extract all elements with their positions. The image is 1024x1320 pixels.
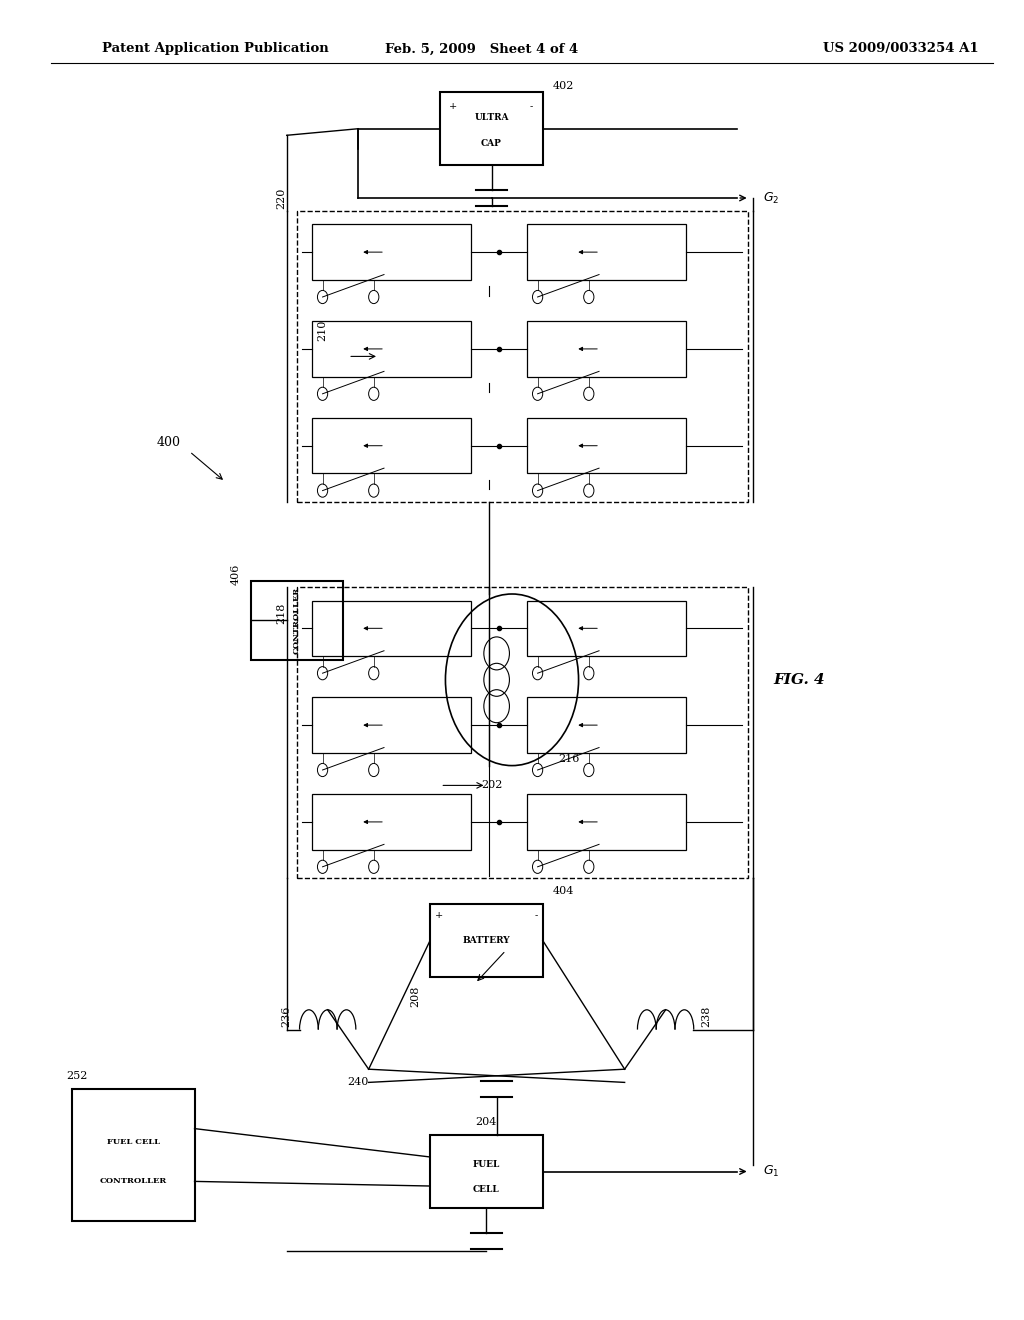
Text: 252: 252 xyxy=(67,1071,88,1081)
Text: 204: 204 xyxy=(476,1117,497,1127)
Text: 208: 208 xyxy=(410,986,420,1007)
Text: CONTROLLER: CONTROLLER xyxy=(99,1177,167,1185)
Text: FIG. 4: FIG. 4 xyxy=(773,673,824,686)
Text: ULTRA: ULTRA xyxy=(474,114,509,123)
Text: CONTROLLER: CONTROLLER xyxy=(293,587,301,653)
Text: CAP: CAP xyxy=(481,139,502,148)
Text: 402: 402 xyxy=(553,81,574,91)
Text: $G_1$: $G_1$ xyxy=(763,1164,779,1179)
Text: US 2009/0033254 A1: US 2009/0033254 A1 xyxy=(823,42,979,55)
Text: 202: 202 xyxy=(481,780,502,791)
Text: +: + xyxy=(435,911,443,920)
Text: 216: 216 xyxy=(558,754,580,764)
Text: FUEL CELL: FUEL CELL xyxy=(106,1138,160,1146)
Text: -: - xyxy=(535,911,538,920)
Text: 404: 404 xyxy=(553,886,574,896)
Text: 220: 220 xyxy=(276,187,287,209)
Text: CELL: CELL xyxy=(473,1185,500,1195)
Text: 238: 238 xyxy=(701,1006,712,1027)
Text: FUEL: FUEL xyxy=(473,1160,500,1168)
Text: -: - xyxy=(529,103,532,111)
Text: Feb. 5, 2009   Sheet 4 of 4: Feb. 5, 2009 Sheet 4 of 4 xyxy=(385,42,578,55)
Text: $G_2$: $G_2$ xyxy=(763,190,779,206)
Text: 218: 218 xyxy=(276,603,287,624)
Text: BATTERY: BATTERY xyxy=(463,936,510,945)
Text: 400: 400 xyxy=(157,436,181,449)
Text: +: + xyxy=(449,103,457,111)
Text: Patent Application Publication: Patent Application Publication xyxy=(102,42,329,55)
Text: 210: 210 xyxy=(317,319,328,341)
Text: 240: 240 xyxy=(348,1077,369,1088)
Text: 236: 236 xyxy=(282,1006,292,1027)
Text: 406: 406 xyxy=(230,564,241,585)
